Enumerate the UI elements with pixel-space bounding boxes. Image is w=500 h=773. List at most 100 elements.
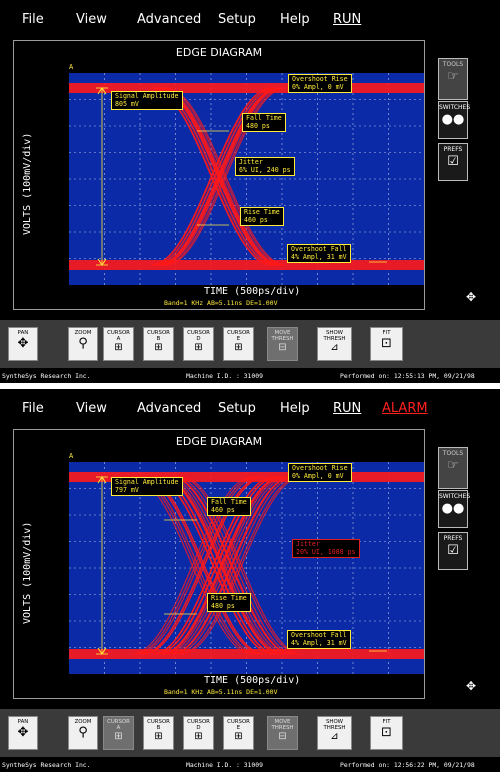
four-way-arrow-icon: ✥: [17, 336, 29, 351]
rising-trace: [135, 476, 256, 655]
performed-on: Performed on: 12:56:22 PM, 09/21/98: [340, 761, 475, 769]
cursor-box-icon: ⊞: [234, 731, 243, 742]
jitter-annotation: Jitter 6% UI, 240 ps: [235, 157, 295, 176]
tools-button[interactable]: TOOLS ☞: [438, 58, 468, 100]
eye-plot-svg: [69, 462, 424, 674]
tools-button[interactable]: TOOLS ☞: [438, 447, 468, 489]
switches-icon: ●●: [441, 501, 465, 516]
move-thresh-button[interactable]: MOVE THRESH ⊟: [267, 327, 298, 361]
fall-time-annotation: Fall Time 480 ps: [242, 113, 286, 132]
zoom-label: ZOOM: [74, 719, 92, 725]
switches-icon: ●●: [441, 112, 465, 127]
rising-trace: [181, 476, 302, 655]
rising-trace: [132, 476, 253, 655]
move-cross-icon[interactable]: ✥: [466, 290, 477, 304]
zoom-label: ZOOM: [74, 330, 92, 336]
menu-alarm[interactable]: ALARM: [382, 401, 428, 416]
cursor-box-icon: ⊞: [154, 731, 163, 742]
cursor-b-btn-label: CURSOR B: [147, 719, 170, 731]
cursor-a-button[interactable]: CURSOR A ⊞: [103, 716, 134, 750]
overshoot-fall-annotation: Overshoot Fall 4% Ampl, 31 mV: [287, 244, 351, 263]
prefs-button[interactable]: PREFS ☑: [438, 143, 468, 181]
eye-plot[interactable]: [69, 73, 424, 285]
diagram-title: EDGE DIAGRAM: [175, 435, 263, 448]
cursor-e-button[interactable]: CURSOR E ⊞: [223, 716, 254, 750]
cursor-d-button[interactable]: CURSOR D ⊞: [183, 716, 214, 750]
cursor-a-btn-label: CURSOR A: [107, 719, 130, 731]
cursor-d-button[interactable]: CURSOR D ⊞: [183, 327, 214, 361]
low-level-band: [69, 260, 424, 270]
move-threshold-icon: ⊟: [278, 731, 287, 742]
status-bar: SyntheSys Research Inc. Machine I.D. : 3…: [0, 758, 500, 772]
menu-view[interactable]: View: [76, 12, 107, 27]
four-way-arrow-icon: ✥: [17, 725, 29, 740]
menu-view[interactable]: View: [76, 401, 107, 416]
jitter-annotation: Jitter 20% UI, 1080 ps: [292, 539, 360, 558]
tools-label: TOOLS: [442, 450, 464, 457]
pan-button[interactable]: PAN ✥: [8, 327, 38, 361]
prefs-button[interactable]: PREFS ☑: [438, 532, 468, 570]
move-cross-icon[interactable]: ✥: [466, 679, 477, 693]
cursor-d-btn-label: CURSOR D: [187, 719, 210, 731]
menu-advanced[interactable]: Advanced: [137, 12, 202, 27]
menu-help[interactable]: Help: [280, 12, 310, 27]
signal-amplitude-annotation: Signal Amplitude 805 mV: [111, 91, 183, 110]
cursor-b-button[interactable]: CURSOR B ⊞: [143, 716, 174, 750]
switches-button[interactable]: SWITCHES ●●: [438, 490, 470, 528]
fit-button[interactable]: FIT ⊡: [370, 327, 403, 361]
toolbar: PAN ✥ ZOOM ⚲ CURSOR A ⊞ CURSOR B ⊞ CURSOR D ⊞…: [0, 709, 500, 757]
tools-icon: ☞: [447, 458, 459, 473]
rising-trace: [175, 476, 296, 655]
fit-button[interactable]: FIT ⊡: [370, 716, 403, 750]
menu-setup[interactable]: Setup: [218, 401, 256, 416]
show-thresh-button[interactable]: SHOW THRESH ⊿: [317, 716, 352, 750]
plot-grid: [69, 462, 424, 674]
fit-icon: ⊡: [381, 336, 392, 351]
menu-setup[interactable]: Setup: [218, 12, 256, 27]
diagram-title: EDGE DIAGRAM: [175, 46, 263, 59]
magnifier-icon: ⚲: [78, 725, 88, 740]
cursor-e-button[interactable]: CURSOR E ⊞: [223, 327, 254, 361]
rising-trace: [151, 87, 272, 266]
rising-trace: [164, 476, 285, 655]
high-level-band: [69, 83, 424, 93]
menu-help[interactable]: Help: [280, 401, 310, 416]
overshoot-fall-annotation: Overshoot Fall 4% Ampl, 31 mV: [287, 630, 351, 649]
pan-label: PAN: [17, 719, 29, 725]
rising-trace: [142, 476, 263, 655]
rising-trace: [156, 476, 277, 655]
switches-button[interactable]: SWITCHES ●●: [438, 101, 471, 139]
fit-label: FIT: [382, 330, 391, 336]
show-thresh-label: SHOW THRESH: [323, 330, 346, 342]
show-thresh-button[interactable]: SHOW THRESH ⊿: [317, 327, 352, 361]
menu-file[interactable]: File: [22, 12, 44, 27]
high-level-band: [69, 472, 424, 482]
rising-trace: [171, 476, 292, 655]
rising-trace: [165, 87, 286, 266]
cursor-b-button[interactable]: CURSOR B ⊞: [143, 327, 174, 361]
cursor-a-button[interactable]: CURSOR A ⊞: [103, 327, 134, 361]
trace-layer: [69, 472, 424, 659]
cursor-box-icon: ⊞: [114, 342, 123, 353]
menu-advanced[interactable]: Advanced: [137, 401, 202, 416]
prefs-label: PREFS: [443, 146, 463, 153]
move-thresh-button[interactable]: MOVE THRESH ⊟: [267, 716, 298, 750]
move-thresh-label: MOVE THRESH: [271, 719, 294, 731]
zoom-button[interactable]: ZOOM ⚲: [68, 327, 98, 361]
cursor-box-icon: ⊞: [114, 731, 123, 742]
menu-run[interactable]: RUN: [333, 401, 362, 416]
switches-label: SWITCHES: [439, 104, 471, 111]
menu-run[interactable]: RUN: [333, 12, 362, 27]
show-threshold-icon: ⊿: [330, 731, 339, 742]
menu-file[interactable]: File: [22, 401, 44, 416]
cursor-a-btn-label: CURSOR A: [107, 330, 130, 342]
pan-button[interactable]: PAN ✥: [8, 716, 38, 750]
band-info: Band=1 KHz AB=5.11ns DE=1.00V: [164, 688, 278, 696]
rising-trace: [157, 87, 278, 266]
rising-trace: [144, 476, 265, 655]
tools-label: TOOLS: [442, 61, 464, 68]
machine-id: Machine I.D. : 31009: [186, 761, 263, 769]
toolbar: PAN ✥ ZOOM ⚲ CURSOR A ⊞ CURSOR B ⊞ CURSOR D ⊞…: [0, 320, 500, 368]
zoom-button[interactable]: ZOOM ⚲: [68, 716, 98, 750]
rise-time-annotation: Rise Time 460 ps: [240, 207, 284, 226]
